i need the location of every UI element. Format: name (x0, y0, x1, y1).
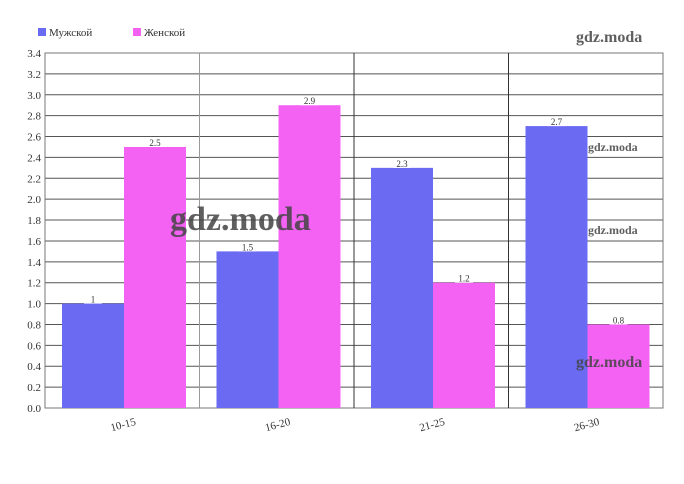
y-tick-label: 3.0 (27, 90, 41, 102)
watermark: gdz.moda (588, 223, 638, 237)
bar (433, 282, 495, 408)
legend-swatch (38, 28, 46, 36)
x-tick-label: 21-25 (418, 416, 446, 434)
bar (216, 251, 279, 408)
value-label: 0.8 (613, 315, 625, 325)
bar (124, 146, 186, 408)
value-label-bg (300, 97, 319, 106)
y-tick-label: 1.2 (27, 278, 41, 290)
y-tick-label: 1.6 (27, 236, 41, 248)
watermark: gdz.moda (170, 201, 311, 238)
value-label-bg (547, 118, 566, 127)
x-tick-label: 26-30 (573, 416, 601, 434)
bar (587, 324, 650, 408)
y-tick-label: 0.8 (27, 319, 41, 331)
value-label-bg (238, 243, 257, 252)
bar (371, 167, 433, 408)
value-label: 1 (91, 295, 96, 305)
y-tick-label: 2.4 (27, 152, 41, 164)
y-tick-label: 0.6 (27, 340, 41, 352)
value-label-bg (146, 138, 164, 147)
y-tick-label: 0.0 (27, 403, 41, 415)
value-label: 1.2 (458, 274, 469, 284)
value-label-bg (84, 295, 102, 304)
value-label-bg (609, 316, 628, 325)
legend-label: Мужской (49, 27, 92, 39)
y-tick-label: 1.4 (27, 257, 41, 269)
y-tick-label: 3.4 (27, 48, 41, 60)
y-tick-label: 2.2 (27, 173, 41, 185)
bar (525, 126, 588, 409)
x-tick-label: 16-20 (264, 416, 292, 434)
legend-swatch (133, 28, 141, 36)
bar (278, 105, 341, 409)
y-tick-label: 2.8 (27, 111, 41, 123)
value-label: 1.5 (242, 242, 254, 252)
bar (62, 303, 124, 408)
watermark: gdz.moda (576, 29, 642, 46)
y-tick-label: 3.2 (27, 69, 41, 81)
value-label-bg (455, 274, 473, 283)
legend-label: Женской (144, 27, 185, 39)
value-label: 2.3 (396, 159, 408, 169)
y-tick-label: 0.2 (27, 382, 41, 394)
watermark: gdz.moda (576, 354, 642, 371)
y-tick-label: 0.4 (27, 361, 41, 373)
value-label: 2.5 (149, 138, 161, 148)
value-label: 2.7 (551, 117, 563, 127)
value-label: 2.9 (304, 96, 316, 106)
y-tick-label: 2.6 (27, 132, 41, 144)
value-label-bg (393, 159, 411, 168)
y-tick-label: 2.0 (27, 194, 41, 206)
y-tick-label: 1.8 (27, 215, 41, 227)
x-tick-label: 10-15 (109, 416, 137, 434)
watermark: gdz.moda (588, 140, 638, 154)
y-tick-label: 1.0 (27, 299, 41, 311)
